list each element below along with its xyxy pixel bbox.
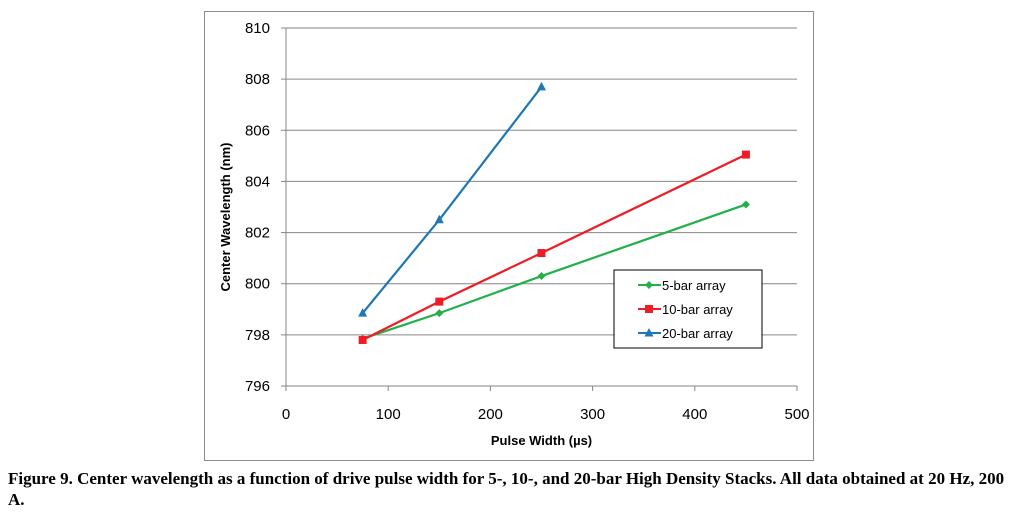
legend-item-5-bar-array: 5-bar array [638,278,726,293]
x-tick-label-200: 200 [478,406,503,423]
legend-swatch-marker-10-bar-array [645,305,653,313]
figure-caption: Figure 9. Center wavelength as a functio… [8,469,1005,509]
series-line-20-bar-array [361,86,543,314]
data-point-10-bar-array-450 [741,150,750,159]
line-chart: 796 798 800 802 804 806 808 810 0 100 200 300 400 500… [218,20,810,448]
y-tick-label-804: 804 [245,173,270,190]
y-tick-label-800: 800 [245,276,270,293]
y-tick-label-796: 796 [245,378,270,395]
data-point-5-bar-array-150 [435,309,444,318]
y-tick-label-808: 808 [245,71,270,88]
x-tick-label-500: 500 [784,406,809,423]
x-tick-label-0: 0 [282,406,290,423]
x-tick-label-100: 100 [376,406,401,423]
axes [281,27,798,391]
data-point-5-bar-array-250 [537,272,546,281]
legend-label-5-bar-array: 5-bar array [662,278,726,293]
y-tick-label-810: 810 [245,20,270,37]
x-tick-label-300: 300 [580,406,605,423]
y-tick-label-802: 802 [245,225,270,242]
y-tick-label-798: 798 [245,327,270,344]
series-line-5-bar-array [362,203,747,340]
y-axis-title: Center Wavelength (nm) [218,142,233,291]
data-point-10-bar-array-75 [358,335,367,344]
series-line-10-bar-array [362,153,747,341]
data-point-10-bar-array-150 [435,297,444,306]
legend-swatch-marker-5-bar-array [645,281,653,289]
x-axis-title: Pulse Width (µs) [491,433,592,448]
series-10-bar-array [358,150,750,344]
legend-swatch-marker-20-bar-array [644,328,654,337]
series-20-bar-array [358,81,546,317]
legend-label-10-bar-array: 10-bar array [662,302,733,317]
legend-item-20-bar-array: 20-bar array [638,326,733,341]
legend-item-10-bar-array: 10-bar array [638,302,733,317]
legend-label-20-bar-array: 20-bar array [662,326,733,341]
data-point-5-bar-array-450 [741,200,750,209]
tick-labels: 796 798 800 802 804 806 808 810 0 100 200 300 400 500 [245,20,810,423]
data-point-20-bar-array-150 [434,214,444,224]
legend: 5-bar array 10-bar array 20-bar array [613,269,763,349]
data-point-20-bar-array-250 [537,81,546,91]
series-group [358,81,750,344]
data-point-10-bar-array-250 [537,249,546,258]
data-point-20-bar-array-75 [358,308,368,317]
x-tick-label-400: 400 [682,406,707,423]
y-tick-label-806: 806 [245,122,270,139]
